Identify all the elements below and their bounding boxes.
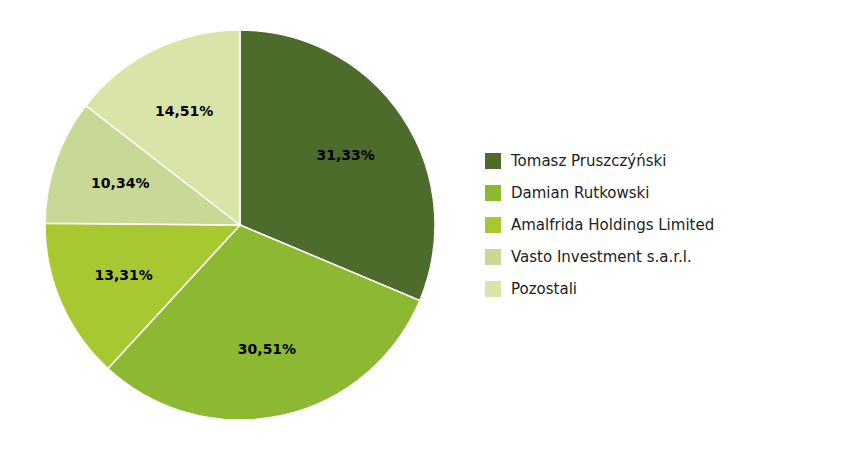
legend-label: Damian Rutkowski bbox=[511, 184, 649, 202]
legend-swatch bbox=[485, 153, 501, 169]
data-label: 31,33% bbox=[316, 147, 374, 163]
pie-slice bbox=[45, 223, 240, 368]
pie-slice bbox=[86, 30, 240, 225]
legend-label: Pozostali bbox=[511, 280, 577, 298]
legend-label: Amalfrida Holdings Limited bbox=[511, 216, 714, 234]
legend-label: Tomasz Pruszczýński bbox=[510, 152, 666, 170]
data-label: 30,51% bbox=[238, 341, 296, 357]
legend-swatch bbox=[485, 281, 501, 297]
chart-container: 31,33% 30,51% 13,31% 10,34% 14,51% Tomasz Pru… bbox=[0, 0, 842, 450]
data-label: 13,31% bbox=[95, 267, 153, 283]
chart: 31,33% 30,51% 13,31% 10,34% 14,51% Tomasz Pru… bbox=[0, 0, 842, 450]
legend-swatch bbox=[485, 185, 501, 201]
data-labels: 31,33% 30,51% 13,31% 10,34% 14,51% bbox=[91, 103, 375, 357]
data-label: 10,34% bbox=[91, 175, 149, 191]
legend: Tomasz Pruszczýński Damian Rutkowski Amalf… bbox=[485, 152, 714, 298]
legend-swatch bbox=[485, 249, 501, 265]
slices bbox=[45, 30, 435, 420]
legend-label: Vasto Investment s.a.r.l. bbox=[511, 248, 692, 266]
legend-swatch bbox=[485, 217, 501, 233]
data-label: 14,51% bbox=[155, 103, 213, 119]
